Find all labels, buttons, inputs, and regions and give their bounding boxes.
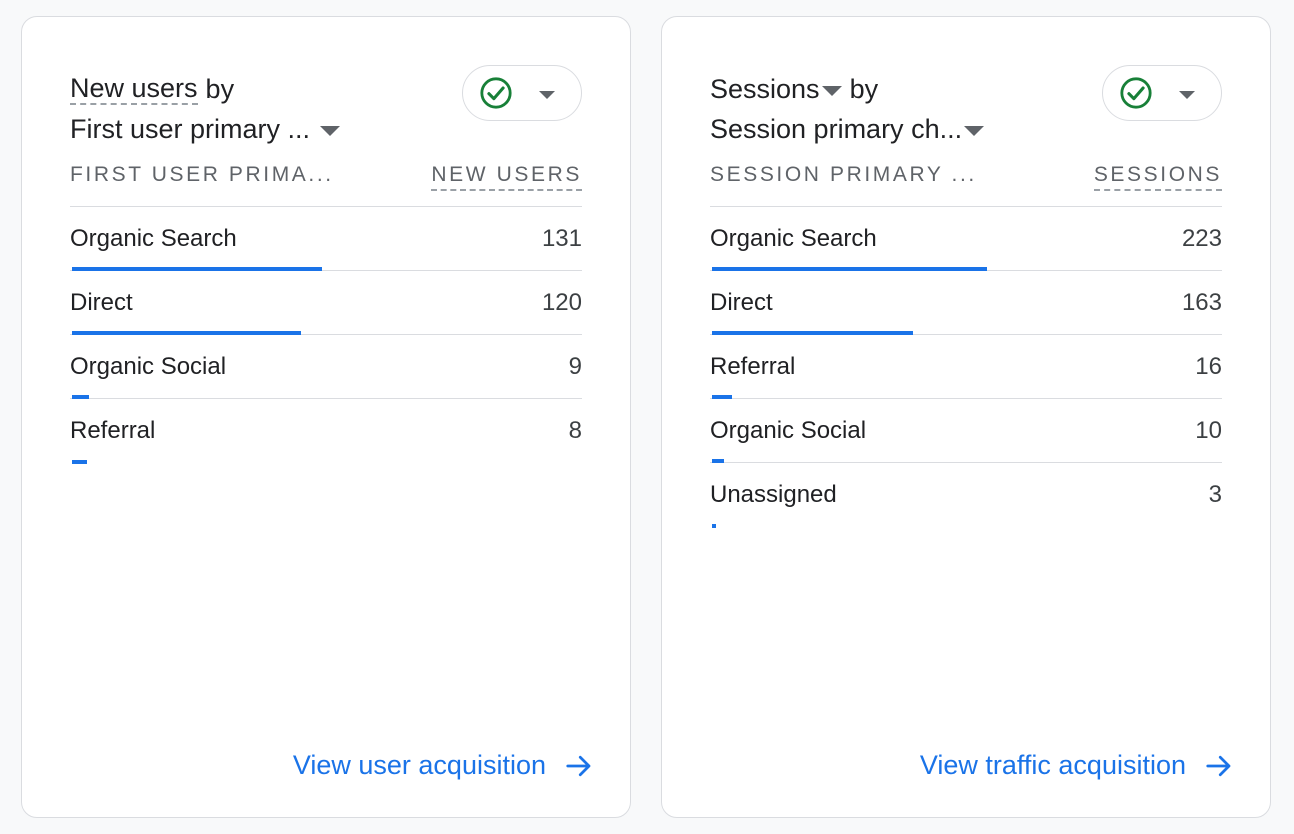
table-header: FIRST USER PRIMA... NEW USERS <box>70 159 582 207</box>
view-user-acquisition-link[interactable]: View user acquisition <box>293 750 594 781</box>
row-bar <box>712 395 732 399</box>
table-row[interactable]: Unassigned 3 <box>710 463 1222 528</box>
row-value: 8 <box>568 417 582 444</box>
table-row[interactable]: Organic Search 131 <box>70 207 582 271</box>
table-row[interactable]: Organic Social 10 <box>710 399 1222 463</box>
row-value: 163 <box>1181 289 1222 316</box>
metric-column-header[interactable]: SESSIONS <box>1093 161 1222 191</box>
chevron-down-icon <box>539 90 555 99</box>
row-bar <box>72 267 322 271</box>
row-bar <box>72 395 89 399</box>
table-row[interactable]: Referral 8 <box>70 399 582 464</box>
row-value: 3 <box>1208 481 1222 508</box>
metric-column-header[interactable]: NEW USERS <box>431 161 582 191</box>
arrow-right-icon <box>566 755 591 776</box>
table-header: SESSION PRIMARY ... SESSIONS <box>710 159 1222 207</box>
dimension-column-header: SESSION PRIMARY ... <box>710 163 977 186</box>
new-users-card: New users by First user primary ... FIRS… <box>21 16 631 818</box>
row-value: 10 <box>1195 417 1222 444</box>
comparison-status-button[interactable] <box>462 65 582 121</box>
row-label: Referral <box>70 417 156 444</box>
row-label: Organic Social <box>710 417 867 444</box>
row-bar <box>712 524 716 528</box>
link-label: View user acquisition <box>292 750 546 780</box>
row-value: 9 <box>568 353 582 380</box>
row-value: 131 <box>541 225 582 252</box>
data-table: FIRST USER PRIMA... NEW USERS Organic Se… <box>70 159 582 464</box>
row-label: Organic Search <box>710 225 877 252</box>
dimension-label: First user primary ... <box>70 114 311 144</box>
row-label: Organic Search <box>70 225 237 252</box>
row-bar <box>72 331 301 335</box>
comparison-status-button[interactable] <box>1102 65 1222 121</box>
title-by-text: by <box>205 74 235 104</box>
row-value: 223 <box>1181 225 1222 252</box>
row-bar <box>72 460 87 464</box>
table-row[interactable]: Direct 163 <box>710 271 1222 335</box>
row-label: Unassigned <box>710 481 837 508</box>
dimension-selector[interactable]: Session primary ch... <box>710 109 1030 149</box>
data-table: SESSION PRIMARY ... SESSIONS Organic Sea… <box>710 159 1222 528</box>
chevron-down-icon <box>1179 90 1195 99</box>
row-label: Referral <box>710 353 796 380</box>
title-by-text: by <box>849 74 879 104</box>
row-label: Direct <box>710 289 773 316</box>
metric-selector[interactable]: Sessions <box>710 74 820 104</box>
chevron-down-icon <box>821 86 842 96</box>
arrow-right-icon <box>1206 755 1231 776</box>
row-bar <box>712 267 987 271</box>
table-row[interactable]: Organic Social 9 <box>70 335 582 399</box>
card-title: New users by First user primary ... <box>70 69 390 149</box>
link-label: View traffic acquisition <box>919 750 1186 780</box>
table-row[interactable]: Referral 16 <box>710 335 1222 399</box>
sessions-card: Sessions by Session primary ch... SESSIO… <box>661 16 1271 818</box>
dimension-selector[interactable]: First user primary ... <box>70 109 390 149</box>
row-value: 16 <box>1195 353 1222 380</box>
table-row[interactable]: Direct 120 <box>70 271 582 335</box>
row-label: Organic Social <box>70 353 227 380</box>
chevron-down-icon <box>320 126 341 136</box>
metric-selector[interactable]: New users <box>70 73 198 105</box>
dimension-column-header: FIRST USER PRIMA... <box>70 163 334 186</box>
row-value: 120 <box>541 289 582 316</box>
table-row[interactable]: Organic Search 223 <box>710 207 1222 271</box>
check-circle-icon <box>480 77 512 109</box>
view-traffic-acquisition-link[interactable]: View traffic acquisition <box>920 750 1234 781</box>
row-bar <box>712 459 724 463</box>
dimension-label: Session primary ch... <box>710 114 963 144</box>
row-bar <box>712 331 913 335</box>
check-circle-icon <box>1120 77 1152 109</box>
card-title: Sessions by Session primary ch... <box>710 69 1030 149</box>
row-label: Direct <box>70 289 133 316</box>
chevron-down-icon <box>964 126 985 136</box>
